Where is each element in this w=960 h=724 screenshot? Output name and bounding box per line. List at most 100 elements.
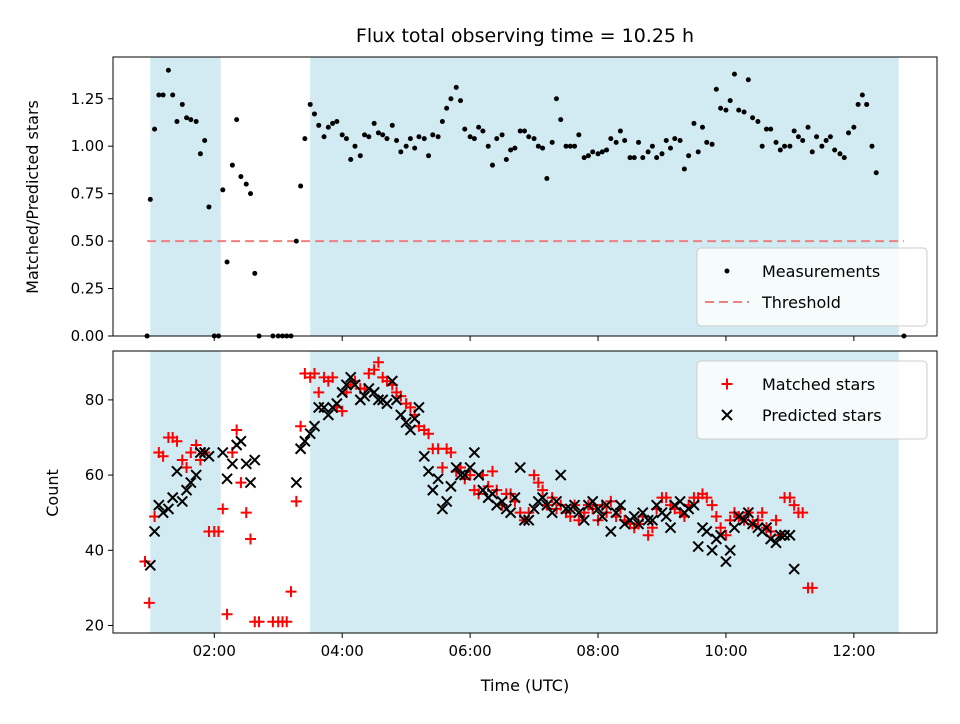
bottom-point — [518, 514, 531, 526]
top-point — [252, 270, 258, 276]
top-point — [654, 155, 660, 161]
bottom-point — [710, 510, 722, 522]
bottom-point — [733, 510, 745, 523]
bottom-point — [313, 386, 325, 398]
bottom-point — [217, 503, 229, 515]
bottom-point — [153, 499, 165, 511]
bottom-point — [592, 503, 604, 515]
bottom-point — [514, 461, 526, 474]
bottom-point — [477, 484, 489, 496]
bottom-point — [605, 525, 617, 538]
top-point — [170, 92, 176, 98]
bottom-point — [440, 495, 453, 508]
bottom-point — [190, 469, 202, 481]
top-point — [197, 151, 203, 157]
top-point — [476, 124, 482, 130]
legend-label: Matched stars — [762, 375, 875, 394]
bottom-point — [578, 514, 590, 526]
top-point — [659, 151, 665, 157]
bottom-point — [784, 529, 796, 541]
top-point — [599, 149, 605, 155]
top-point — [248, 191, 254, 197]
bottom-point — [171, 435, 183, 447]
bottom-point — [724, 544, 736, 556]
bottom-point — [304, 428, 316, 440]
bottom-point — [213, 525, 225, 537]
top-series-0 — [144, 67, 907, 339]
legend-marker — [724, 268, 730, 274]
bottom-legend-box — [696, 360, 928, 440]
bottom-point — [650, 499, 663, 511]
bottom-point — [253, 616, 265, 628]
bottom-point — [509, 491, 521, 504]
bottom-point — [231, 424, 243, 436]
top-point — [704, 139, 710, 145]
top-point — [316, 122, 322, 128]
top-point — [763, 126, 769, 132]
top-point — [727, 98, 733, 104]
bottom-point — [752, 514, 764, 526]
top-point — [362, 132, 368, 138]
bottom-point — [715, 522, 727, 534]
bottom-point — [600, 499, 613, 511]
bottom-point — [774, 529, 787, 541]
bottom-point — [436, 462, 448, 474]
top-point — [837, 151, 843, 157]
bottom-point — [459, 469, 471, 481]
bottom-point — [363, 382, 375, 395]
top-point — [686, 153, 692, 159]
top-point — [759, 143, 765, 149]
bottom-point — [176, 495, 188, 508]
top-point — [691, 120, 697, 126]
top-point — [302, 136, 308, 142]
top-point — [307, 101, 313, 107]
bottom-point — [322, 409, 335, 421]
bottom-point — [432, 473, 444, 485]
top-point — [224, 259, 230, 265]
top-point — [718, 105, 724, 111]
top-point — [800, 138, 806, 144]
bottom-point — [285, 586, 297, 598]
bottom-point — [299, 435, 311, 447]
top-point — [782, 143, 788, 149]
top-point — [384, 136, 390, 142]
bottom-point — [536, 491, 549, 504]
bottom-y-tick-label: 80 — [85, 391, 104, 409]
top-point — [645, 149, 651, 155]
top-point — [489, 162, 495, 168]
bottom-point — [454, 469, 467, 481]
top-point — [649, 143, 655, 149]
bottom-point — [682, 503, 695, 515]
top-point — [193, 119, 199, 125]
top-point — [480, 128, 486, 134]
top-point — [672, 136, 678, 142]
top-shaded-interval-0 — [150, 57, 221, 336]
top-point — [311, 111, 317, 117]
top-point — [238, 174, 244, 180]
bottom-point — [203, 450, 215, 462]
top-point — [851, 124, 857, 130]
bottom-point — [345, 371, 357, 384]
bottom-point — [742, 506, 755, 519]
legend-label: Predicted stars — [762, 406, 882, 425]
top-point — [371, 120, 377, 126]
bottom-point — [770, 514, 782, 526]
bottom-point — [381, 397, 393, 410]
x-tick-label: 06:00 — [448, 642, 491, 660]
top-point — [366, 134, 372, 140]
top-point — [160, 92, 166, 98]
top-point — [695, 149, 701, 155]
bottom-y-tick-label: 60 — [85, 466, 104, 484]
bottom-point — [427, 484, 439, 496]
top-point — [535, 143, 541, 149]
legend-marker — [721, 409, 733, 421]
top-axes-frame — [112, 56, 938, 337]
bottom-point — [372, 394, 385, 406]
bottom-point — [171, 465, 183, 478]
top-y-tick-label: 1.00 — [71, 137, 104, 155]
bottom-point — [472, 469, 485, 481]
bottom-point — [390, 394, 403, 406]
top-point — [512, 145, 518, 151]
top-point — [604, 147, 610, 153]
